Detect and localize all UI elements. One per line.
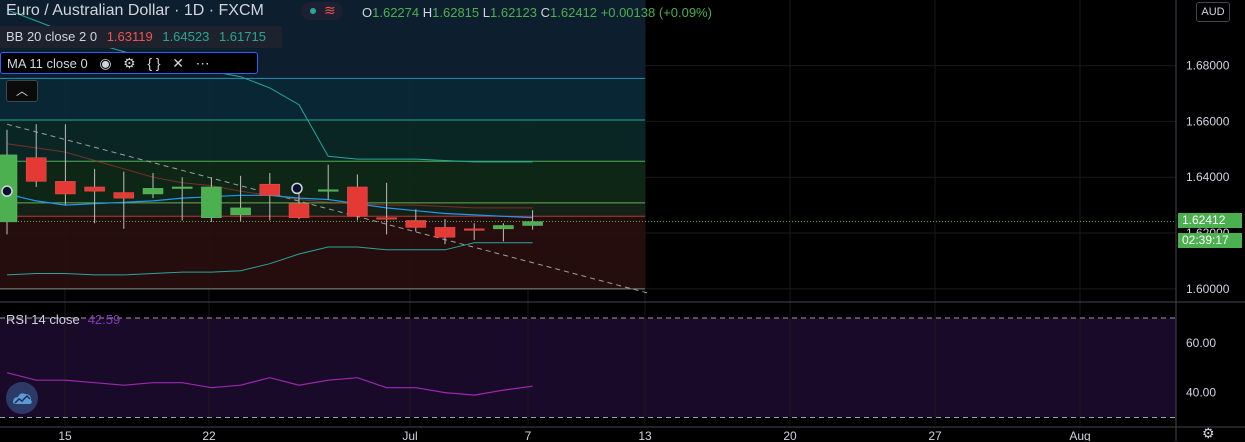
candle	[493, 223, 514, 242]
bb-lower-line	[6, 242, 533, 276]
eye-icon[interactable]: ◉	[99, 55, 112, 71]
rsi-line	[6, 372, 533, 396]
candle-body	[113, 192, 135, 199]
rsi-indicator-legend[interactable]: RSI 14 close 42.59	[6, 312, 120, 327]
time-tick-label: 27	[928, 429, 942, 441]
price-tick-label: 1.60000	[1186, 282, 1230, 296]
candle-body	[463, 228, 485, 231]
chevron-up-icon: ︿	[15, 84, 28, 98]
candle-body	[142, 188, 164, 195]
chart-settings-gear-icon[interactable]: ⚙	[1202, 425, 1215, 441]
candle-body	[347, 186, 368, 217]
market-status-pill[interactable]: ≋	[301, 2, 343, 20]
countdown-tag: 02:39:17	[1178, 233, 1242, 248]
level-zone	[0, 202, 645, 217]
high-value: 1.62815	[432, 5, 480, 20]
candle	[317, 164, 339, 200]
time-tick-label: 13	[638, 429, 652, 441]
rsi-tick-label: 60.00	[1186, 336, 1216, 350]
bb-middle-value: 1.64523	[162, 29, 210, 44]
candle	[405, 209, 427, 232]
wave-icon: ≋	[324, 2, 336, 18]
candle-body	[317, 189, 339, 192]
candle	[230, 175, 251, 222]
candle	[376, 182, 397, 235]
rsi-tick-label: 40.00	[1186, 386, 1216, 400]
candle	[434, 219, 456, 245]
candle	[522, 210, 543, 230]
bb-lower-value: 1.61715	[218, 29, 266, 44]
time-tick-label: 7	[525, 429, 532, 441]
event-marker-icon	[1, 185, 13, 197]
candle-body	[25, 157, 47, 182]
candle-body	[376, 217, 397, 220]
time-tick-label: 22	[202, 429, 216, 441]
candle-body	[230, 207, 251, 216]
candle	[259, 173, 281, 221]
close-icon[interactable]: ✕	[172, 55, 184, 71]
price-tick-label: 1.64000	[1186, 170, 1230, 184]
open-value: 1.62274	[372, 5, 420, 20]
ohlc-values: O1.62274 H1.62815 L1.62123 C1.62412 +0.0…	[362, 5, 712, 20]
bb-label: BB 20 close 2 0	[6, 29, 98, 44]
candle-body	[171, 186, 193, 189]
ma-indicator-legend[interactable]: MA 11 close 0 ◉ ⚙ { } ✕ ⋯	[0, 52, 258, 74]
rsi-band-fill	[0, 317, 1176, 418]
candle	[55, 124, 76, 206]
bb-indicator-legend[interactable]: BB 20 close 2 0 1.63119 1.64523 1.61715	[0, 26, 282, 48]
level-zone	[0, 161, 645, 203]
price-tick-label: 1.66000	[1186, 114, 1230, 128]
symbol-title[interactable]: Euro / Australian Dollar · 1D · FXCM	[6, 2, 264, 19]
candle-body	[434, 227, 456, 238]
close-value: 1.62412	[550, 5, 598, 20]
collapse-legend-button[interactable]: ︿	[6, 80, 38, 102]
level-zone	[0, 120, 645, 162]
time-tick-label: Jul	[402, 429, 417, 441]
candle-body	[201, 186, 222, 218]
candle-body	[522, 221, 543, 226]
more-icon[interactable]: ⋯	[195, 55, 210, 71]
interval-label: 1D	[183, 2, 205, 19]
tradingview-logo-icon[interactable]	[6, 382, 38, 414]
rsi-label: RSI 14 close	[6, 312, 80, 327]
currency-label[interactable]: AUD	[1196, 2, 1230, 22]
time-tick-label: Aug	[1069, 429, 1090, 441]
low-value: 1.62123	[490, 5, 537, 20]
last-price-tag: 1.62412	[1178, 213, 1242, 228]
candle	[201, 177, 222, 222]
source-code-icon[interactable]: { }	[147, 55, 161, 71]
candle-body	[84, 186, 105, 192]
candle	[25, 124, 47, 187]
candle	[463, 223, 485, 240]
candle-body	[288, 203, 310, 218]
candle-body	[493, 225, 514, 230]
logo-cloud-icon	[13, 393, 32, 404]
candle-body	[259, 183, 281, 196]
trend-line	[6, 123, 648, 294]
candle-body	[405, 220, 427, 228]
price-tick-label: 1.68000	[1186, 59, 1230, 73]
candles	[0, 124, 543, 245]
rsi-value: 42.59	[87, 312, 121, 327]
candle	[142, 173, 164, 199]
event-marker-icon	[291, 182, 303, 195]
candle	[171, 177, 193, 221]
candle	[347, 174, 368, 221]
ma-label: MA 11 close 0	[7, 56, 88, 71]
level-zone	[0, 216, 645, 289]
exchange-label: FXCM	[218, 2, 264, 19]
candle	[84, 168, 105, 224]
candle-body	[55, 181, 76, 195]
symbol-name: Euro / Australian Dollar	[6, 2, 170, 19]
market-open-dot-icon	[310, 8, 316, 14]
time-tick-label: 20	[783, 429, 797, 441]
level-zone	[0, 78, 645, 120]
change-value: +0.00138 (+0.09%)	[600, 5, 712, 20]
bb-upper-value: 1.63119	[106, 29, 153, 44]
gear-icon[interactable]: ⚙	[123, 55, 136, 71]
time-tick-label: 15	[58, 429, 72, 441]
candle	[113, 171, 135, 229]
